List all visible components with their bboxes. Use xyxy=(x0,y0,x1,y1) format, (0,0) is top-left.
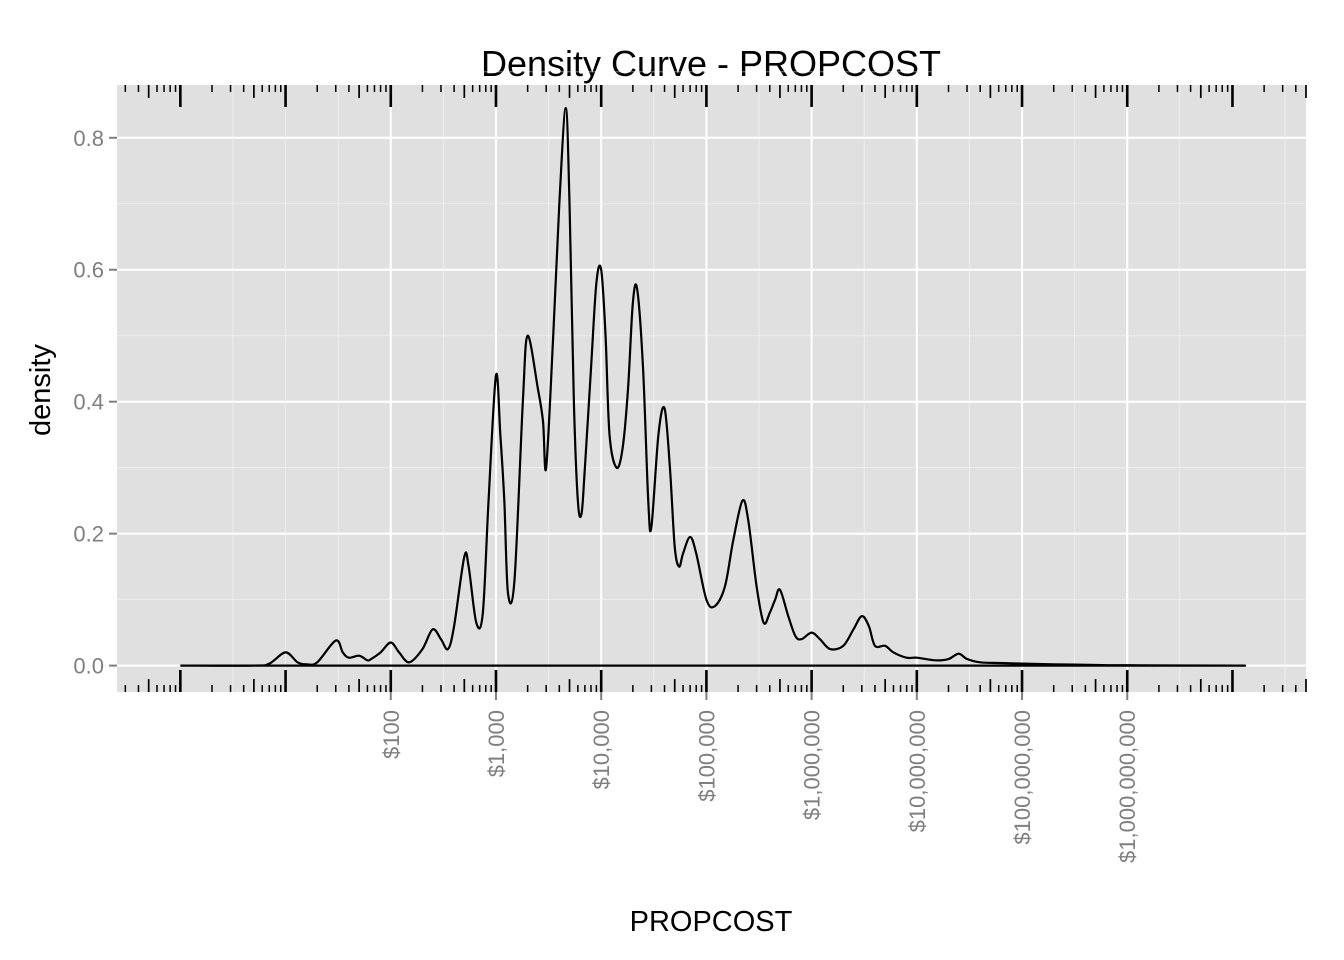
x-tick-label: $10,000,000 xyxy=(905,710,930,832)
x-tick-label: $100,000 xyxy=(694,710,719,802)
y-axis-title: density xyxy=(25,344,57,436)
grid-lines xyxy=(117,71,1306,692)
rug-ticks xyxy=(124,85,1307,692)
x-tick-label: $100,000,000 xyxy=(1010,710,1035,845)
y-tick-label: 0.2 xyxy=(73,522,104,547)
density-curve xyxy=(180,106,1247,667)
x-tick-label: $1,000 xyxy=(484,710,509,777)
plot-panel xyxy=(117,85,1306,692)
x-axis-title: PROPCOST xyxy=(630,906,793,938)
y-tick-label: 0.6 xyxy=(73,258,104,283)
x-axis: $100 $1,000 $10,000 $100,000 $1,000,000 $10,0… xyxy=(379,692,1140,863)
x-tick-label: $10,000 xyxy=(589,710,614,790)
y-tick-label: 0.8 xyxy=(73,126,104,151)
x-tick-label: $100 xyxy=(379,710,404,759)
chart-title: Density Curve - PROPCOST xyxy=(481,43,941,84)
x-tick-label: $1,000,000,000 xyxy=(1115,710,1140,863)
y-axis: 0.0 0.2 0.4 0.6 0.8 xyxy=(73,126,117,679)
x-tick-label: $1,000,000 xyxy=(800,710,825,820)
y-tick-label: 0.0 xyxy=(73,654,104,679)
y-tick-label: 0.4 xyxy=(73,390,104,415)
